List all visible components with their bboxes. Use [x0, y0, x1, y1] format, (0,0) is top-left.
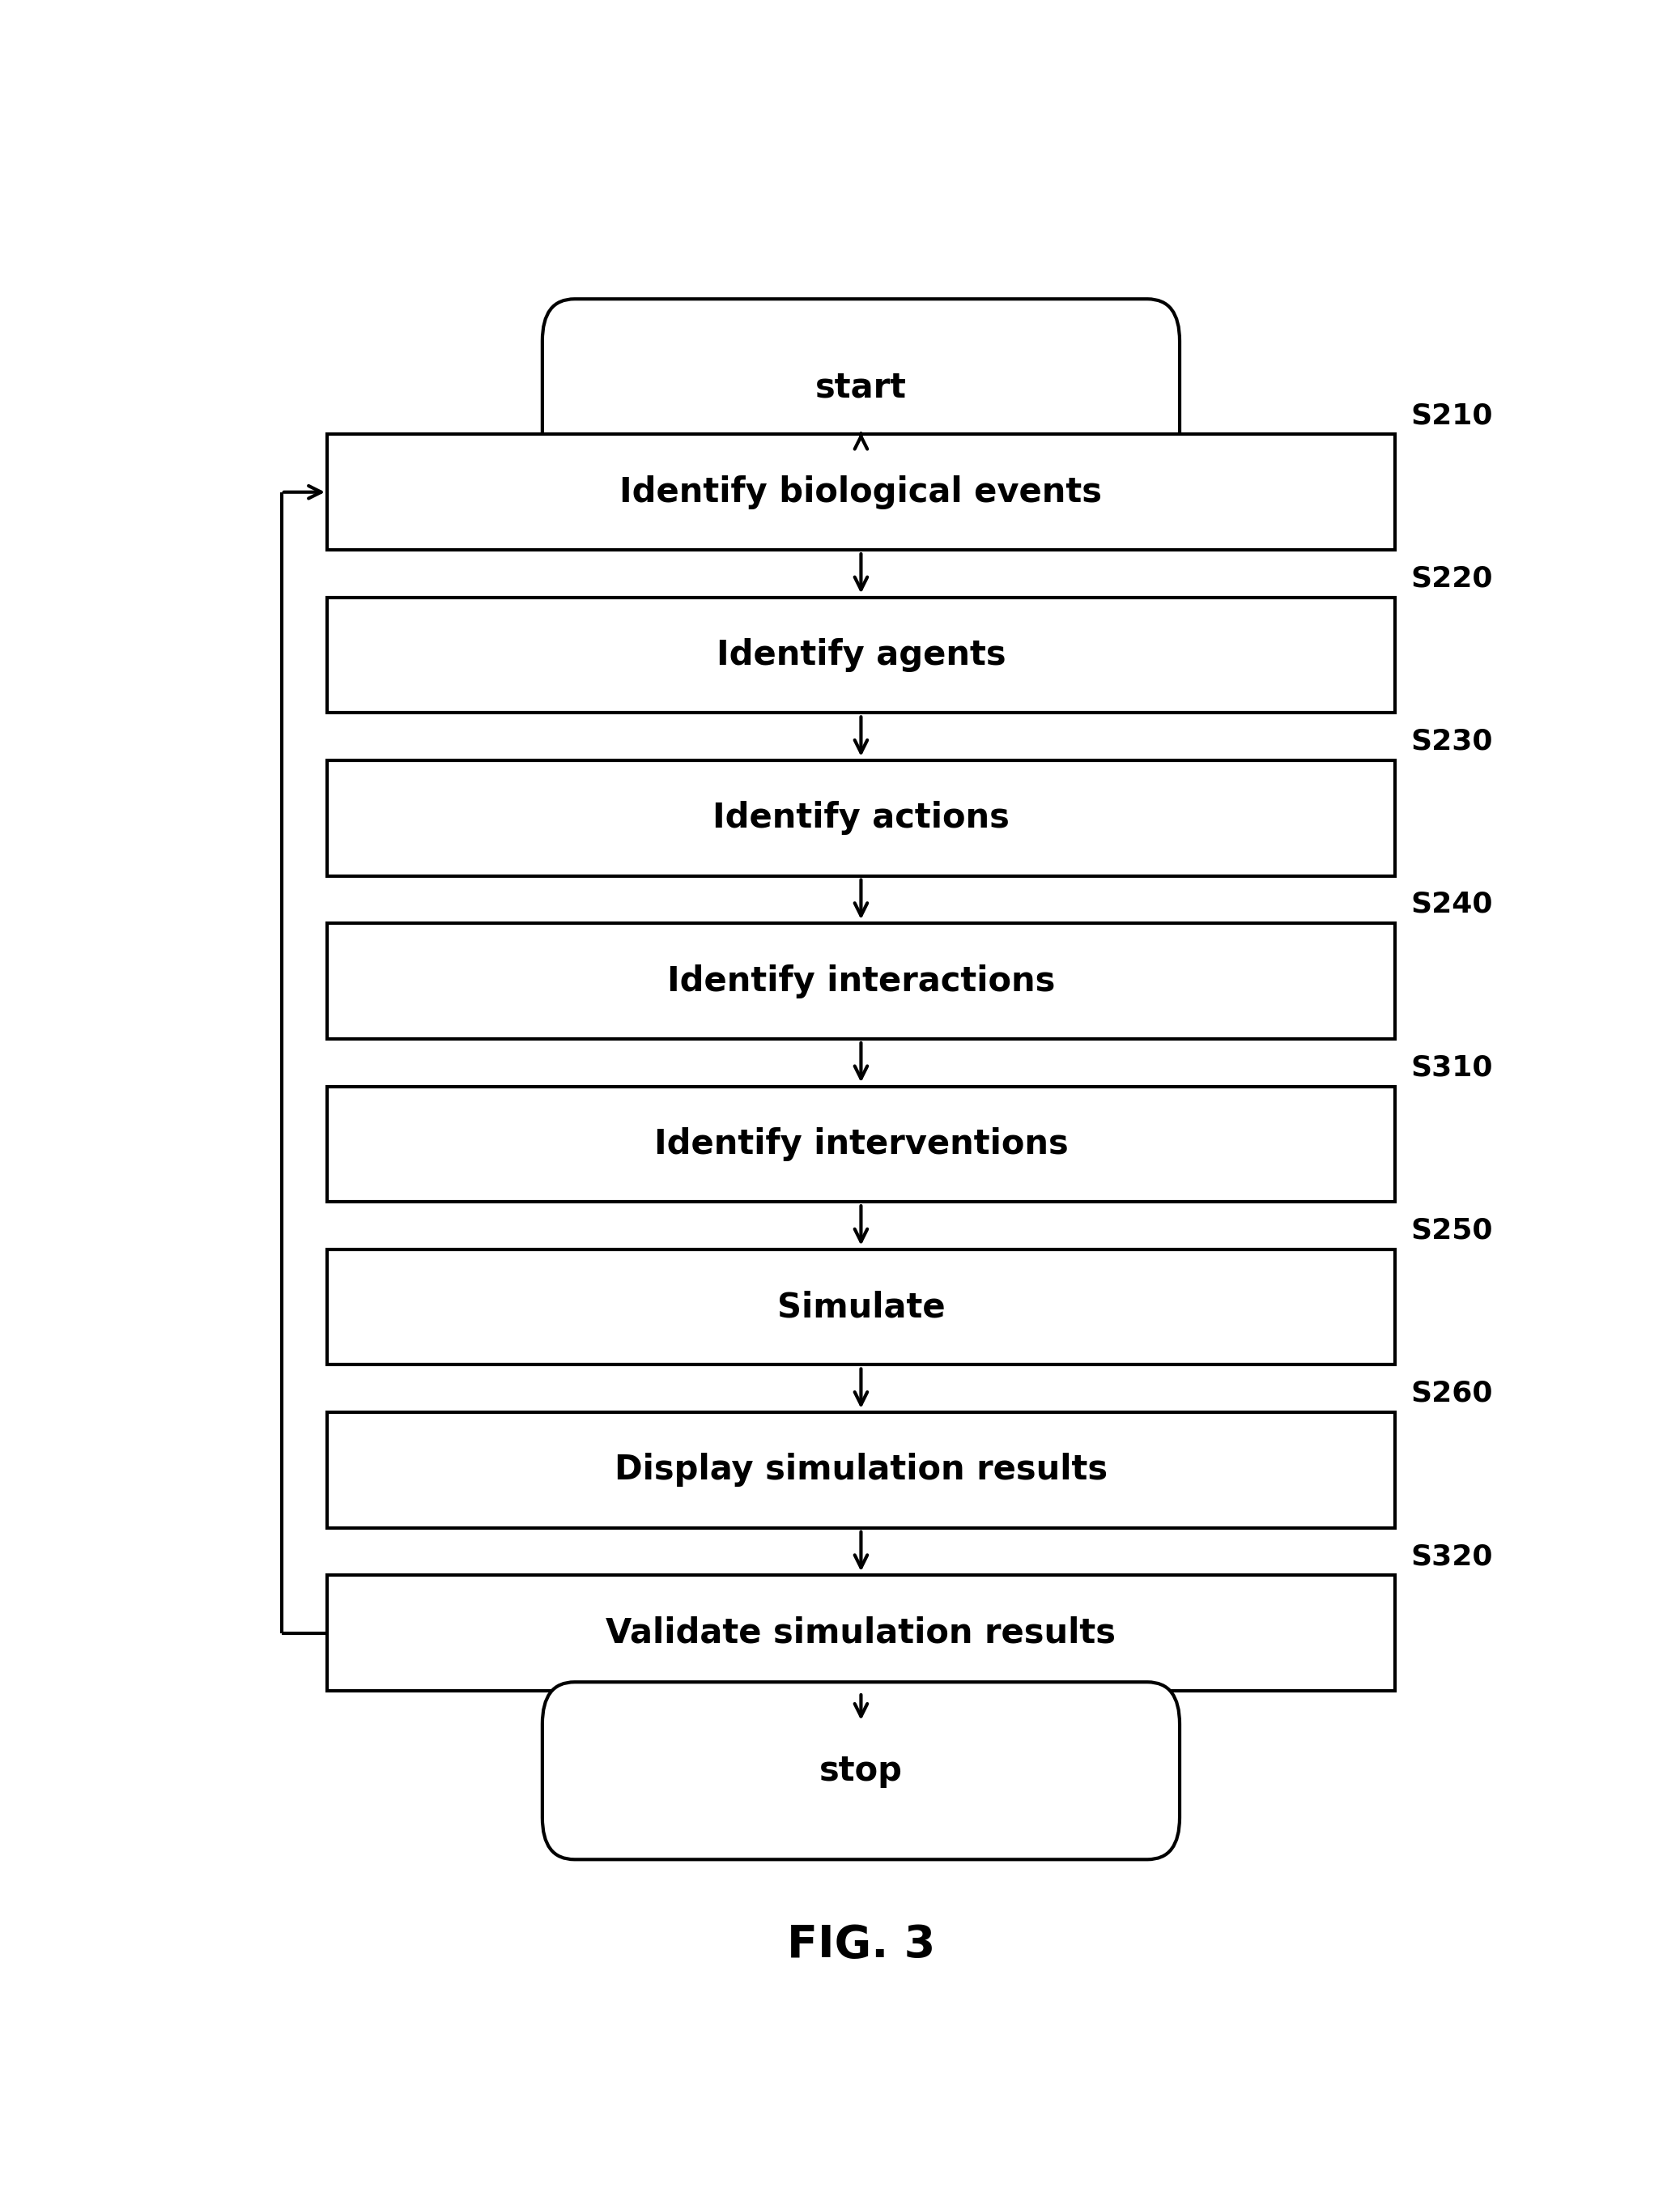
- FancyBboxPatch shape: [543, 1682, 1179, 1859]
- Text: Display simulation results: Display simulation results: [615, 1453, 1107, 1486]
- Text: Identify agents: Identify agents: [716, 637, 1006, 673]
- Text: S310: S310: [1411, 1054, 1492, 1080]
- Text: stop: stop: [820, 1753, 902, 1788]
- Text: Identify interactions: Identify interactions: [667, 964, 1055, 999]
- Text: S260: S260: [1411, 1380, 1492, 1407]
- Text: Identify interventions: Identify interventions: [654, 1127, 1068, 1162]
- Bar: [328, 761, 1394, 875]
- Bar: [328, 1574, 1394, 1691]
- Bar: [328, 434, 1394, 549]
- Bar: [328, 1087, 1394, 1202]
- Bar: [328, 598, 1394, 712]
- Text: S220: S220: [1411, 564, 1492, 593]
- Text: S320: S320: [1411, 1544, 1492, 1570]
- Text: S250: S250: [1411, 1217, 1492, 1244]
- Text: S230: S230: [1411, 728, 1492, 756]
- FancyBboxPatch shape: [543, 300, 1179, 476]
- Text: Validate simulation results: Validate simulation results: [606, 1616, 1116, 1649]
- Text: FIG. 3: FIG. 3: [786, 1923, 936, 1967]
- Text: Identify actions: Identify actions: [712, 800, 1010, 836]
- Text: S240: S240: [1411, 891, 1492, 917]
- Text: Identify biological events: Identify biological events: [620, 474, 1102, 509]
- Text: S210: S210: [1411, 401, 1492, 430]
- Bar: [328, 1250, 1394, 1365]
- Bar: [328, 1413, 1394, 1528]
- Text: start: start: [815, 370, 907, 406]
- Bar: [328, 924, 1394, 1039]
- Text: Simulate: Simulate: [776, 1290, 946, 1323]
